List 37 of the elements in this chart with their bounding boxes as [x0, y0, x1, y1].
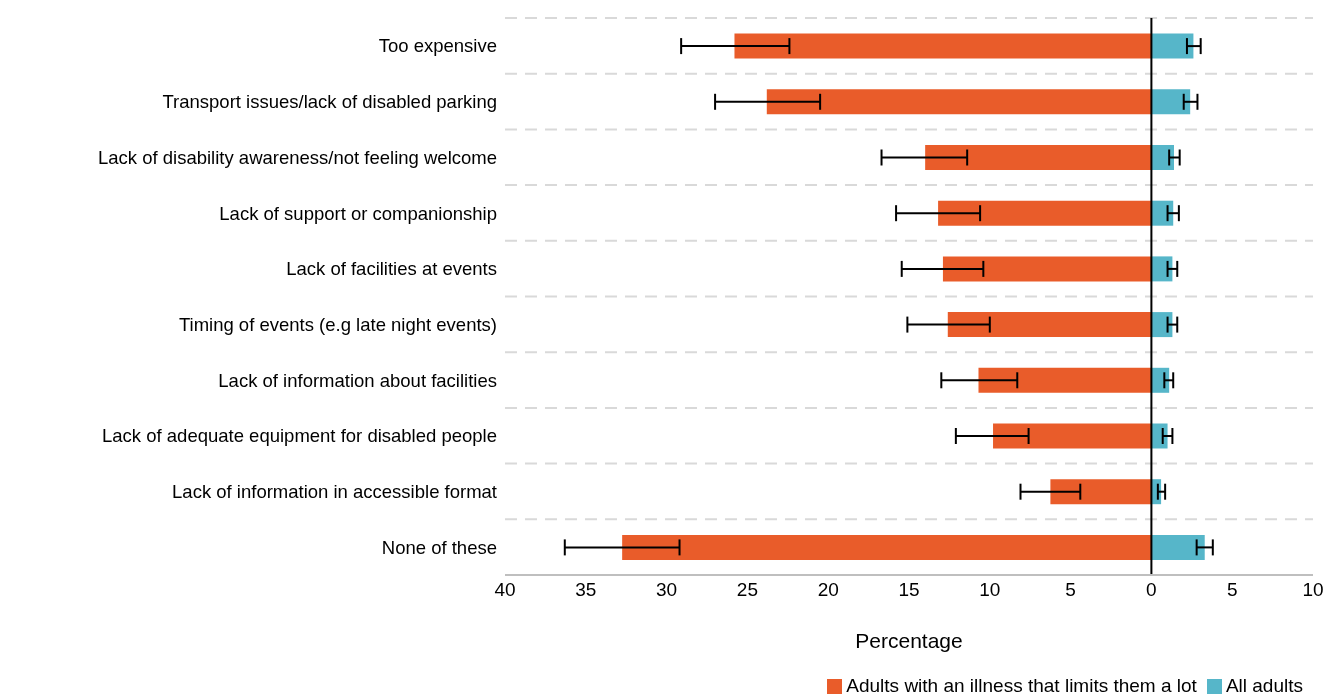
x-tick-label: 35 [575, 579, 597, 601]
y-tick-label: Lack of disability awareness/not feeling welcome [98, 146, 497, 168]
bar [1151, 89, 1191, 115]
bar [942, 256, 1152, 282]
bar [947, 312, 1152, 338]
bar [1050, 479, 1152, 505]
bar [978, 367, 1152, 393]
x-tick-label: 0 [1146, 579, 1157, 601]
y-tick-label: Lack of adequate equipment for disabled people [102, 425, 497, 447]
y-tick-label: Transport issues/lack of disabled parking [162, 91, 497, 113]
x-tick-label: 15 [898, 579, 920, 601]
y-tick-label: Too expensive [378, 35, 497, 57]
x-tick-label: 40 [494, 579, 516, 601]
bar [1151, 534, 1205, 560]
x-tick-label: 5 [1226, 579, 1238, 601]
bar [938, 200, 1152, 226]
y-tick-label: Timing of events (e.g late night events) [178, 313, 497, 335]
legend-label: Adults with an illness that limits them a lot [846, 675, 1197, 696]
y-tick-label: Lack of support or companionship [219, 202, 497, 224]
x-tick-label: 25 [736, 579, 758, 601]
x-tick-label: 20 [817, 579, 839, 601]
y-tick-label: Lack of information in accessible format [172, 481, 497, 503]
y-tick-label: None of these [381, 536, 497, 558]
y-tick-label: Lack of facilities at events [286, 258, 497, 280]
x-tick-label: 10 [979, 579, 1001, 601]
y-tick-label: Lack of information about facilities [218, 369, 497, 391]
legend-label: All adults [1225, 675, 1303, 696]
bar [766, 89, 1152, 115]
x-axis-title: Percentage [855, 628, 963, 652]
bar [734, 33, 1152, 59]
x-tick-label: 30 [656, 579, 678, 601]
x-tick-label: 5 [1065, 579, 1076, 601]
x-tick-label: 10 [1302, 579, 1324, 601]
bar [622, 534, 1152, 560]
bar [925, 145, 1152, 170]
bar [993, 423, 1152, 449]
bar [1151, 33, 1194, 59]
